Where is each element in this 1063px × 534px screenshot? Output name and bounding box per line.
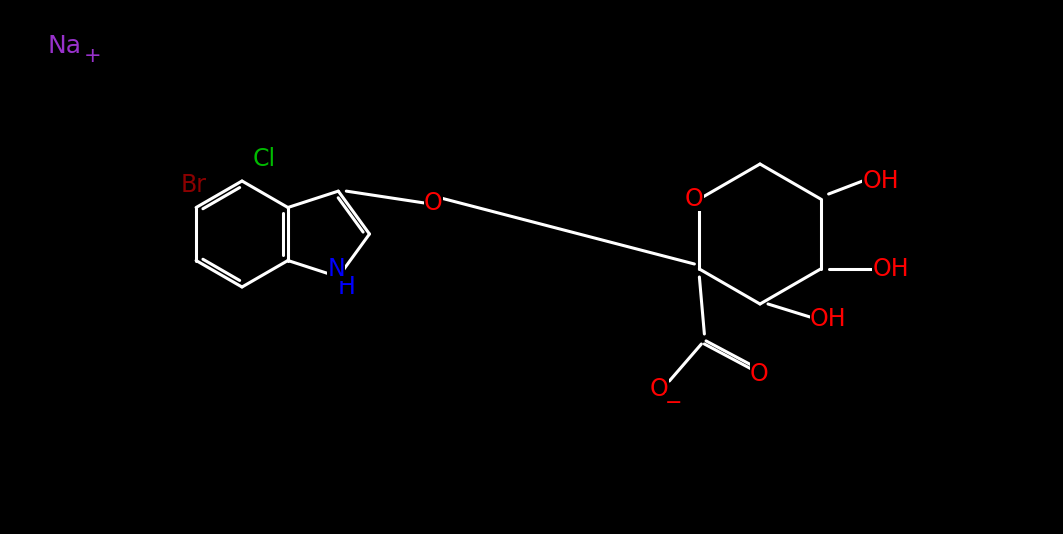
Text: Cl: Cl bbox=[252, 147, 275, 171]
Text: +: + bbox=[84, 46, 102, 66]
Text: −: − bbox=[664, 393, 682, 413]
Text: OH: OH bbox=[873, 257, 909, 281]
Text: Br: Br bbox=[181, 174, 207, 198]
Text: N: N bbox=[327, 257, 345, 281]
Text: OH: OH bbox=[862, 169, 899, 193]
Text: OH: OH bbox=[810, 307, 846, 331]
Text: O: O bbox=[649, 377, 669, 401]
Text: O: O bbox=[685, 187, 704, 211]
Text: H: H bbox=[337, 275, 355, 299]
Text: Na: Na bbox=[48, 34, 82, 58]
Text: O: O bbox=[750, 362, 769, 386]
Text: O: O bbox=[424, 191, 442, 215]
